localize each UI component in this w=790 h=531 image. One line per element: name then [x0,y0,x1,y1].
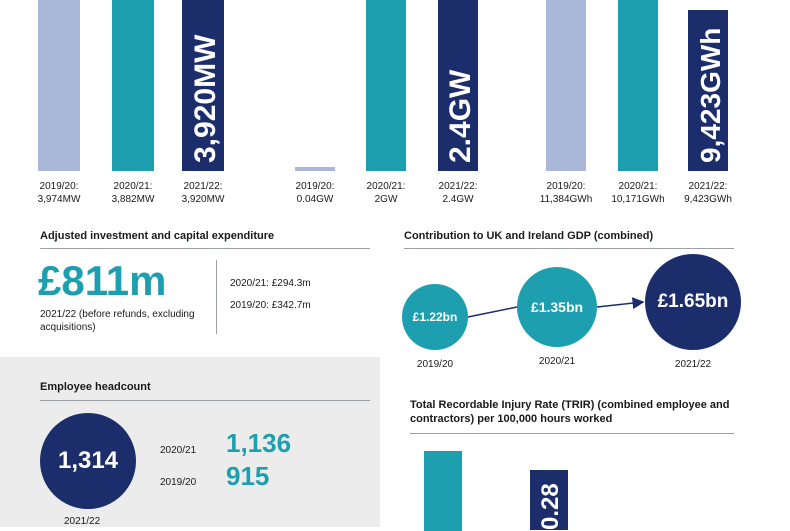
investment-vertical-divider [216,260,217,334]
trir-bar-2-label: 0.28 [537,483,564,530]
headcount-prior2-value: 915 [226,461,270,491]
investment-title: Adjusted investment and capital expendit… [40,230,275,242]
top-chart-2-category-1: 2019/20: 0.04GW [295,181,335,205]
top-chart-2-bar-1 [295,166,335,171]
headcount-current-year: 2021/22 [64,516,101,527]
top-chart-1-category-1: 2019/20: 3,974MW [37,181,81,205]
gdp-connector-1 [467,306,518,318]
top-chart-2-category-2: 2020/21: 2GW [366,181,406,205]
trir-bar-2: 0.28 [530,470,568,530]
top-chart-3-bar-3: 9,423GWh [688,9,728,171]
top-chart-3-bar-1 [546,0,586,171]
trir-divider [410,433,734,434]
investment-prior-2019-20: 2019/20: £342.7m [230,300,311,311]
top-chart-1-category-2: 2020/21: 3,882MW [111,181,155,205]
top-chart-2-category-3: 2021/22: 2.4GW [438,181,478,205]
gdp-circle-2: £1.35bn [517,267,597,347]
headcount-divider [40,400,370,401]
top-chart-2-bar-2 [366,0,406,171]
headcount-prior1-year: 2020/21 [160,445,197,456]
investment-prior-2020-21: 2020/21: £294.3m [230,278,311,289]
top-chart-1-bar-2 [112,0,154,171]
top-chart-1-bar-1 [38,0,80,171]
headcount-current-value: 1,314 [57,447,119,474]
gdp-divider [404,248,734,249]
top-chart-3-category-3: 2021/22: 9,423GWh [684,181,732,205]
gdp-year-3: 2021/22 [674,359,712,370]
headcount-prior1-value: 1,136 [226,428,292,458]
investment-caption: 2021/22 (before refunds, excluding acqui… [40,309,195,333]
trir-title: Total Recordable Injury Rate (TRIR) (com… [410,399,730,425]
gdp-year-2: 2020/21 [538,356,576,367]
gdp-year-1: 2019/20 [416,359,454,370]
investment-big-value: £811m [38,257,167,304]
top-chart-3-bar-2 [618,0,658,171]
top-chart-2-bar-3: 2.4GW [438,0,478,171]
headcount-title: Employee headcount [40,381,151,393]
investment-divider [40,248,370,249]
gdp-circle-3: £1.65bn [645,254,741,350]
top-chart-1-category-3: 2021/22: 3,920MW [181,181,225,205]
trir-bar-1 [424,451,462,531]
gdp-connector-2 [596,297,645,310]
gdp-title: Contribution to UK and Ireland GDP (comb… [404,230,654,242]
headcount-current-circle: 1,314 [40,413,136,509]
headcount-prior2-year: 2019/20 [160,477,197,488]
gdp-circle-1: £1.22bn [402,284,468,350]
top-chart-1-bar-3: 3,920MW [182,0,224,171]
top-chart-3-category-2: 2020/21: 10,171GWh [611,181,665,205]
top-chart-3-category-1: 2019/20: 11,384GWh [539,181,593,205]
